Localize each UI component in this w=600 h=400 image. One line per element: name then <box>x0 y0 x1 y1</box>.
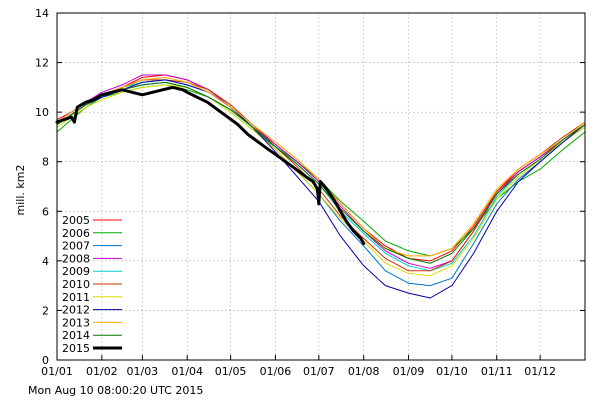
y-tick-label: 14 <box>35 7 49 20</box>
x-tick-label: 01/08 <box>348 365 380 378</box>
y-tick-label: 10 <box>35 106 49 119</box>
legend-label-2009: 2009 <box>62 265 90 278</box>
legend-label-2010: 2010 <box>62 278 90 291</box>
timestamp: Mon Aug 10 08:00:20 UTC 2015 <box>28 384 203 397</box>
series-line-2005 <box>56 74 586 262</box>
y-tick-label: 12 <box>35 57 49 70</box>
series-line-2015 <box>55 85 366 245</box>
series-line-2008 <box>56 74 586 269</box>
legend-label-2005: 2005 <box>62 214 90 227</box>
y-tick-label: 2 <box>42 304 49 317</box>
x-tick-label: 01/07 <box>303 365 335 378</box>
y-tick-label: 6 <box>42 205 49 218</box>
y-tick-label: 0 <box>42 354 49 367</box>
x-tick-label: 01/09 <box>393 365 425 378</box>
x-tick-label: 01/01 <box>41 365 73 378</box>
x-tick-label: 01/04 <box>171 365 203 378</box>
legend-label-2013: 2013 <box>62 316 90 329</box>
series-line-2006 <box>56 84 586 257</box>
legend-label-2015: 2015 <box>62 342 90 355</box>
axis-ticks: 01/01 01/02 01/03 01/04 01/05 01/06 01/07 01/08… <box>35 7 585 378</box>
y-tick-label: 4 <box>42 255 49 268</box>
x-tick-label: 01/11 <box>481 365 513 378</box>
plot-frame <box>56 12 586 361</box>
y-axis-label: mill. km2 <box>14 165 27 216</box>
x-tick-label: 01/12 <box>524 365 556 378</box>
legend-label-2014: 2014 <box>62 329 90 342</box>
series-line-2010 <box>56 79 586 272</box>
y-tick-label: 8 <box>42 156 49 169</box>
legend-label-2006: 2006 <box>62 227 90 240</box>
legend-label-2012: 2012 <box>62 304 90 317</box>
series-lines <box>55 74 586 299</box>
x-tick-label: 01/03 <box>126 365 158 378</box>
legend-label-2011: 2011 <box>62 291 90 304</box>
series-line-2014 <box>56 81 586 264</box>
x-tick-label: 01/10 <box>436 365 468 378</box>
series-line-2009 <box>56 79 586 272</box>
x-tick-label: 01/05 <box>215 365 247 378</box>
series-line-2013 <box>56 76 586 257</box>
x-tick-label: 01/02 <box>86 365 118 378</box>
x-tick-label: 01/06 <box>260 365 292 378</box>
legend-label-2008: 2008 <box>62 252 90 265</box>
legend-label-2007: 2007 <box>62 240 90 253</box>
legend: 2005200620072008200920102011201220132014… <box>62 214 122 355</box>
